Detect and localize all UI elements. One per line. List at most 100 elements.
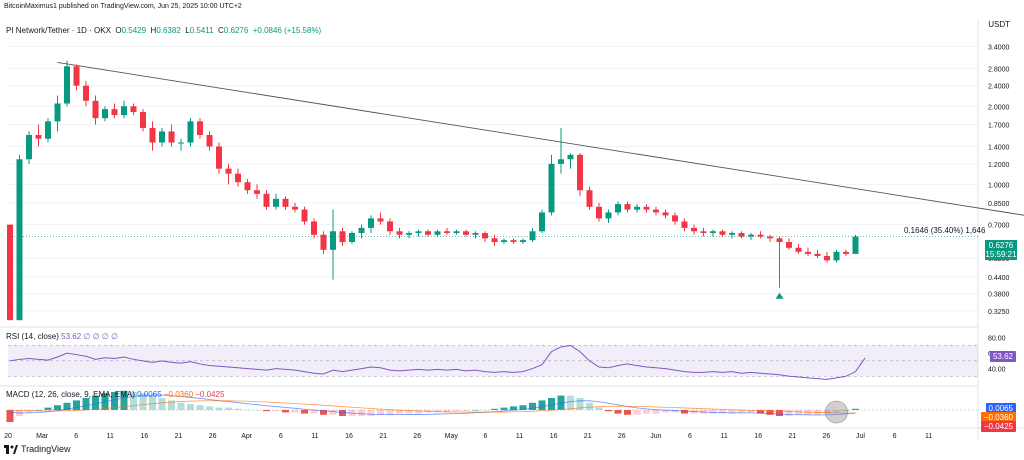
macd-histogram-bar [519,405,527,410]
ohlc-h-label: H [150,26,157,35]
candle-body [45,121,51,139]
time-axis-tick: 21 [788,433,796,440]
macd-histogram-bar [633,410,641,415]
candle-body [26,135,32,160]
candle-body [529,231,536,241]
macd-histogram-bar [605,410,612,412]
candle-body [197,121,203,136]
macd-histogram-bar [662,410,669,413]
trendline-measure-label: 0.1646 (35.40%) 1,646 [904,226,986,235]
candle-countdown: 15:59:21 [985,250,1017,259]
price-axis-tick: 0.3800 [988,292,1010,299]
time-axis-tick: 6 [279,433,283,440]
candle-body [377,218,384,222]
macd-histogram-bar [747,410,755,413]
tradingview-footer[interactable]: TradingView [4,444,71,454]
macd-histogram-bar [139,393,147,410]
macd-histogram-bar [215,407,223,410]
macd-histogram-bar [6,410,14,422]
candle-body [824,256,830,261]
time-axis-tick: 20 [4,433,12,440]
currency-unit[interactable]: USDT [988,20,1010,29]
candle-body [244,182,251,191]
candle-body [111,109,118,116]
macd-histogram-bar [510,406,517,410]
time-axis-tick: 16 [345,433,353,440]
macd-histogram-bar [386,410,394,415]
price-chart[interactable]: 3.4000 2.8000 2.4000 2.0000 1.7000 1.4000 1.20… [0,0,1024,440]
ohlc-c-label: C [218,26,224,35]
descending-trendline [57,62,1024,216]
macd-histogram-bar [244,410,251,411]
macd-histogram-bar [766,410,774,415]
time-axis-tick: 11 [925,433,932,440]
candle-body [463,231,469,235]
candle-body [558,159,564,164]
candle-body [415,231,422,233]
time-axis-tick: 16 [754,433,762,440]
candle-body [482,232,488,239]
current-price-tag: 0.6276 15:59:21 [985,240,1017,260]
macd-histogram-bar [63,402,71,410]
price-axis-tick: 0.4400 [988,275,1010,282]
candle-body [805,251,811,254]
macd-histogram-bar [301,410,308,414]
macd-histogram-bar [44,407,52,410]
macd-line [9,394,856,416]
macd-histogram-bar [234,408,242,410]
candle-body [425,231,431,235]
candle-body [643,206,650,210]
time-axis-tick: 26 [209,433,217,440]
ohlc-l-label: L [185,26,190,35]
candle-body [330,231,336,250]
price-axis-tick: 3.4000 [988,44,1010,51]
macd-histogram-bar [709,410,717,414]
macd-legend[interactable]: MACD (12, 26, close, 9, EMA, EMA) 0.0065… [6,390,224,399]
time-axis-tick: 11 [516,433,523,440]
macd-histogram-bar [206,406,213,410]
price-axis-tick: 2.4000 [988,84,1010,91]
candle-body [102,109,108,119]
time-axis-tick: Jun [650,433,661,440]
macd-histogram-bar [833,410,840,413]
macd-histogram-bar [187,404,194,410]
ohlc-high: 0.6382 [156,26,181,35]
symbol-label[interactable]: PI Network/Tether · 1D · OKX [6,26,111,35]
candle-body [368,218,374,228]
time-axis-tick: 6 [688,433,692,440]
macd-histogram-bar [263,410,270,412]
time-axis-tick: 16 [550,433,558,440]
candle-body [748,234,754,237]
candle-body [83,85,89,101]
candle-body [548,163,555,213]
candle-body [16,159,23,321]
macd-histogram-bar [253,410,261,411]
macd-highlight-circle [825,400,848,424]
macd-histogram-bar [377,410,384,415]
time-axis-tick: 26 [618,433,626,440]
time-axis-tick: Jul [856,433,865,440]
price-axis-tick: 2.8000 [988,66,1010,73]
macd-histogram-bar [529,402,536,410]
macd-label: MACD (12, 26, close, 9, EMA, EMA) [6,390,135,399]
macd-histogram-bar [339,410,346,416]
macd-histogram-bar [405,410,413,414]
candle-body [814,253,821,257]
rsi-legend[interactable]: RSI (14, close) 53.62 ∅ ∅ ∅ ∅ [6,332,118,341]
time-axis-tick: 11 [720,433,727,440]
ohlc-close: 0.6276 [223,26,249,35]
candle-body [795,247,802,252]
macd-histogram-bar [225,407,232,410]
candle-body [35,135,42,139]
candle-body [406,232,412,235]
macd-histogram-bar [92,395,99,410]
time-axis-tick: Mar [36,433,49,440]
macd-histogram-bar [329,410,337,415]
macd-current-tag: 0.0065 [985,403,1016,414]
candle-body [662,212,669,216]
macd-histogram-bar [757,410,764,414]
macd-histogram-bar [614,410,622,414]
candle-body [539,212,545,232]
candle-body [263,193,270,207]
price-axis-tick: 1.2000 [988,162,1010,169]
